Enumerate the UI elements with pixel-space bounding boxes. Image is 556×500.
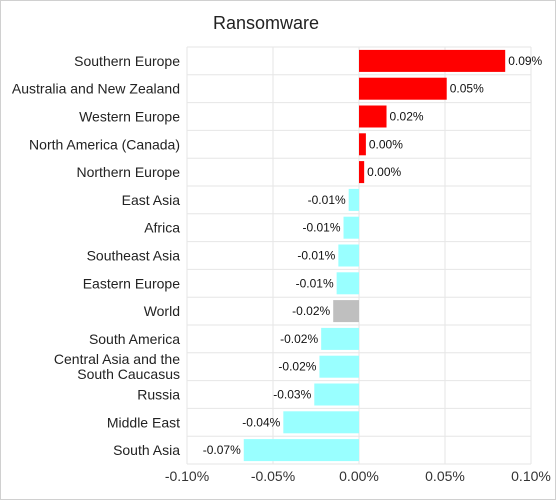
bar: [343, 216, 359, 239]
data-label: 0.09%: [508, 54, 542, 68]
x-tick-label: -0.05%: [251, 468, 295, 484]
category-label: Southern Europe: [74, 53, 180, 69]
bar: [359, 77, 447, 100]
data-label: 0.00%: [367, 165, 401, 179]
category-labels: Southern Europe Australia and New Zealand…: [12, 53, 180, 458]
category-label: Australia and New Zealand: [12, 81, 180, 97]
bar: [359, 133, 366, 156]
data-label: -0.01%: [297, 249, 335, 263]
bar: [359, 105, 387, 128]
x-axis-ticks: -0.10% -0.05% 0.00% 0.05% 0.10%: [165, 468, 551, 484]
category-label: Eastern Europe: [83, 275, 180, 291]
category-label: South Asia: [113, 442, 180, 458]
data-label: -0.01%: [308, 193, 346, 207]
x-tick-label: -0.10%: [165, 468, 209, 484]
data-label: -0.01%: [302, 221, 340, 235]
category-label: Middle East: [107, 414, 180, 430]
category-label: South America: [89, 331, 180, 347]
data-label: 0.00%: [369, 137, 403, 151]
category-label: World: [144, 303, 180, 319]
category-label: Africa: [144, 220, 180, 236]
data-label: 0.05%: [450, 82, 484, 96]
bar: [338, 244, 359, 267]
bar: [283, 411, 359, 434]
category-label: Southeast Asia: [87, 248, 181, 264]
data-label: -0.07%: [203, 443, 241, 457]
data-label: -0.03%: [273, 388, 311, 402]
category-label: East Asia: [122, 192, 181, 208]
data-label: -0.04%: [242, 415, 280, 429]
bar: [359, 49, 506, 72]
bar: [333, 300, 359, 323]
chart-title: Ransomware: [213, 13, 319, 33]
bar: [359, 161, 365, 184]
x-tick-label: 0.05%: [425, 468, 465, 484]
bar: [243, 439, 359, 462]
data-label: -0.02%: [280, 332, 318, 346]
data-label: -0.02%: [278, 360, 316, 374]
category-label: Russia: [137, 387, 180, 403]
bar: [336, 272, 359, 295]
gridlines: [186, 46, 532, 465]
data-label: 0.02%: [390, 110, 424, 124]
data-label: -0.01%: [296, 276, 334, 290]
x-tick-label: 0.00%: [339, 468, 379, 484]
bar: [348, 188, 359, 211]
bar: [314, 383, 359, 406]
category-label: North America (Canada): [29, 136, 180, 152]
bars: [243, 49, 506, 462]
data-labels: 0.09% 0.05% 0.02% 0.00% 0.00% -0.01% -0.01% -0.…: [203, 54, 543, 457]
category-label: Western Europe: [79, 109, 180, 125]
data-label: -0.02%: [292, 304, 330, 318]
category-label: Northern Europe: [76, 164, 180, 180]
category-label: Central Asia and the South Caucasus: [54, 351, 180, 382]
bar: [319, 355, 359, 378]
x-tick-label: 0.10%: [511, 468, 551, 484]
bar: [321, 327, 359, 350]
